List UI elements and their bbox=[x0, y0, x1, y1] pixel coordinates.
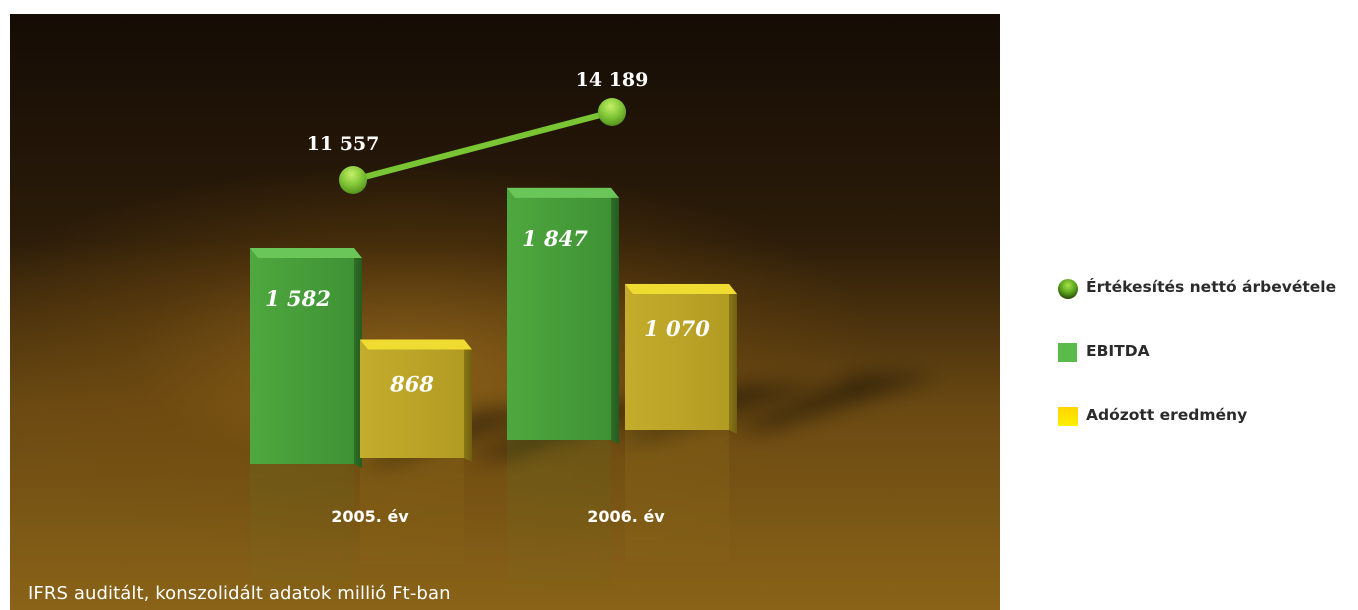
ebitda-bar-reflection bbox=[507, 440, 611, 590]
revenue-value-label: 14 189 bbox=[576, 69, 649, 91]
ebitda-value-label: 1 847 bbox=[522, 226, 588, 251]
net-income-value-label: 868 bbox=[389, 372, 434, 397]
revenue-point bbox=[598, 98, 626, 126]
legend: Értékesítés nettó árbevétele EBITDA Adóz… bbox=[1058, 278, 1336, 470]
category-label: 2006. év bbox=[587, 507, 665, 526]
ebitda-bar-reflection bbox=[250, 464, 354, 610]
net-income-bar-front bbox=[360, 339, 464, 458]
legend-item-revenue: Értékesítés nettó árbevétele bbox=[1058, 278, 1336, 300]
legend-label: Értékesítés nettó árbevétele bbox=[1086, 278, 1337, 296]
bars-layer bbox=[250, 187, 737, 468]
net-income-bar-reflection bbox=[625, 430, 729, 562]
line-layer bbox=[339, 98, 626, 194]
ebitda-bar-front bbox=[250, 248, 354, 464]
ebitda-bar-side bbox=[611, 187, 619, 444]
yellow-square-icon bbox=[1058, 407, 1078, 426]
legend-label: EBITDA bbox=[1086, 342, 1150, 360]
legend-item-ebitda: EBITDA bbox=[1058, 342, 1336, 364]
net-income-bar-reflection bbox=[360, 458, 464, 565]
category-label: 2005. év bbox=[331, 507, 409, 526]
ebitda-bar-front bbox=[507, 187, 611, 440]
green-ball-icon bbox=[1058, 279, 1078, 299]
revenue-value-label: 11 557 bbox=[307, 133, 380, 155]
net-income-bar-top bbox=[360, 339, 472, 350]
net-income-bar-side bbox=[729, 283, 737, 434]
labels-layer: 1 582 868 2005. év 1 847 1 070 2006. év 11 557… bbox=[265, 69, 710, 526]
net-income-value-label: 1 070 bbox=[644, 316, 710, 341]
chart-svg: 1 582 868 2005. év 1 847 1 070 2006. év 11 557… bbox=[250, 69, 939, 610]
bar-reflections bbox=[250, 430, 729, 610]
net-income-bar-top bbox=[625, 283, 737, 294]
green-square-icon bbox=[1058, 343, 1077, 362]
footnote: IFRS auditált, konszolidált adatok milli… bbox=[28, 583, 451, 604]
revenue-line bbox=[350, 109, 615, 183]
ebitda-value-label: 1 582 bbox=[265, 286, 331, 311]
net-income-bar-side bbox=[464, 339, 472, 462]
legend-label: Adózott eredmény bbox=[1086, 406, 1248, 424]
net-income-bar-shadow bbox=[729, 375, 939, 430]
ebitda-bar-top bbox=[507, 187, 619, 198]
chart-panel: 1 582 868 2005. év 1 847 1 070 2006. év 11 557… bbox=[10, 14, 1000, 610]
net-income-bar-front bbox=[625, 283, 729, 430]
ebitda-bar-top bbox=[250, 248, 362, 259]
legend-item-net-income: Adózott eredmény bbox=[1058, 406, 1336, 428]
revenue-point bbox=[339, 166, 367, 194]
